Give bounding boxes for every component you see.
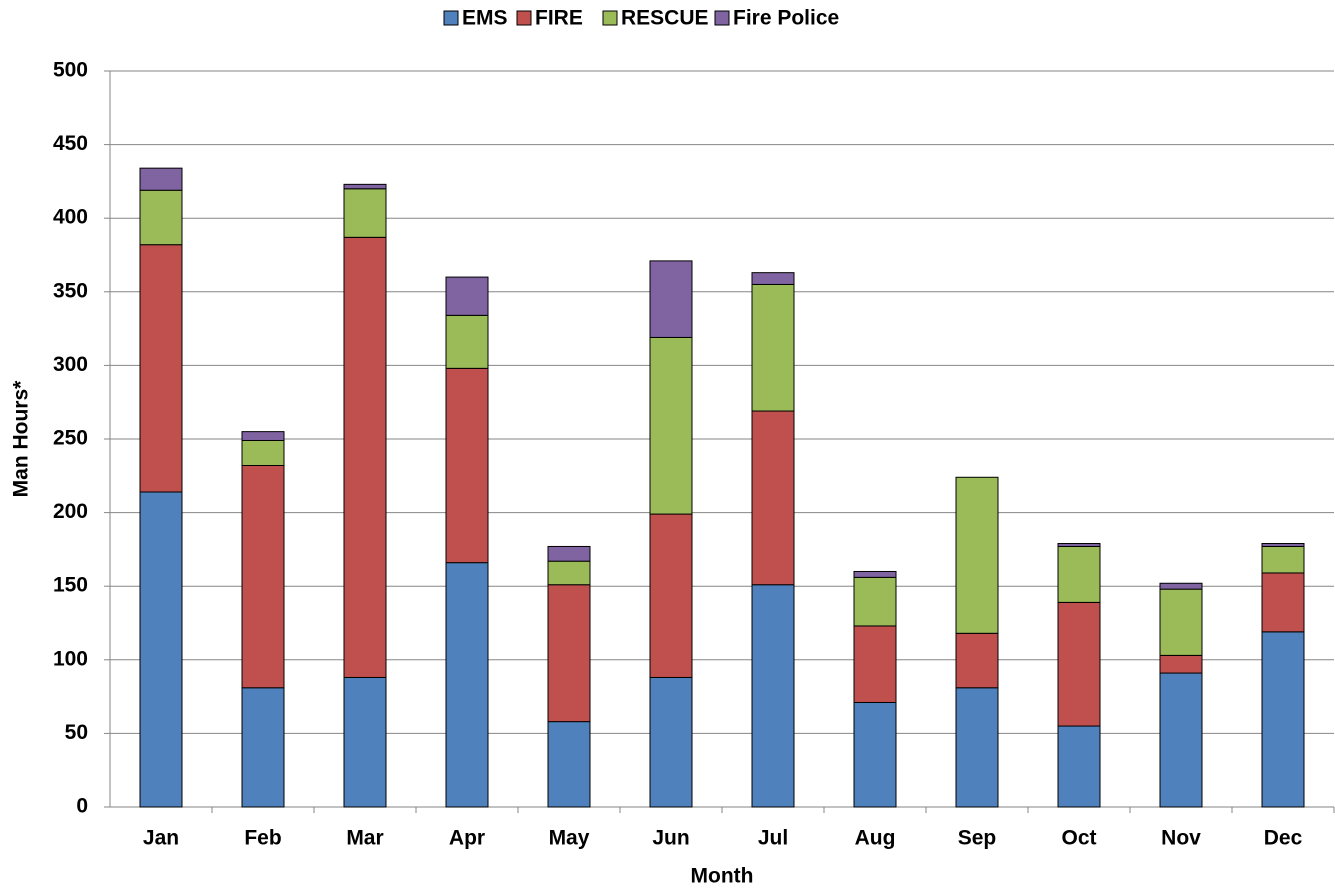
legend-label: RESCUE: [621, 7, 709, 30]
y-tick-label: 350: [53, 279, 88, 302]
bar-segment: [241, 431, 285, 441]
bar-segment: [445, 562, 489, 808]
y-tick-label: 500: [53, 59, 88, 82]
legend-swatch: [443, 10, 459, 26]
bar-segment: [343, 676, 387, 808]
x-tick-label: Oct: [1061, 827, 1096, 850]
bar-segment: [547, 584, 591, 723]
bar-segment: [343, 183, 387, 190]
bar-segment: [751, 283, 795, 412]
legend-label: FIRE: [535, 7, 583, 30]
y-tick-label: 250: [53, 427, 88, 450]
bar-segment: [1159, 672, 1203, 808]
bar-segment: [1261, 631, 1305, 808]
legend-swatch: [714, 10, 730, 26]
bar-segment: [751, 272, 795, 285]
bar-segment: [1057, 601, 1101, 727]
bar-segment: [139, 244, 183, 493]
y-tick-label: 300: [53, 353, 88, 376]
bar-segment: [1261, 572, 1305, 633]
bar-segment: [547, 545, 591, 562]
x-tick-label: Sep: [958, 827, 997, 850]
y-tick-label: 0: [76, 795, 88, 818]
x-tick-label: May: [549, 827, 590, 850]
bar-segment: [1159, 588, 1203, 656]
x-tick-label: Jun: [652, 827, 689, 850]
x-tick-label: Mar: [346, 827, 383, 850]
bar-segment: [751, 584, 795, 808]
bar-segment: [1159, 654, 1203, 674]
bar-segment: [241, 687, 285, 808]
y-axis-title: Man Hours*: [10, 380, 33, 498]
x-tick-label: Apr: [449, 827, 485, 850]
bar-segment: [955, 476, 999, 634]
legend-swatch: [602, 10, 618, 26]
bar-segment: [445, 314, 489, 369]
x-tick-label: Dec: [1264, 827, 1303, 850]
bar-segment: [547, 560, 591, 586]
legend-label: Fire Police: [733, 7, 839, 30]
x-tick-label: Jan: [143, 827, 179, 850]
bar-segment: [1057, 725, 1101, 808]
y-tick-label: 400: [53, 206, 88, 229]
bar-segment: [241, 439, 285, 466]
bar-segment: [139, 189, 183, 246]
x-tick-label: Nov: [1161, 827, 1201, 850]
bar-segment: [649, 336, 693, 515]
bar-segment: [139, 167, 183, 191]
bar-segment: [445, 367, 489, 564]
x-tick-label: Feb: [244, 827, 281, 850]
bar-segment: [241, 464, 285, 689]
bar-segment: [751, 410, 795, 586]
y-tick-label: 450: [53, 132, 88, 155]
y-tick-label: 150: [53, 574, 88, 597]
y-tick-label: 50: [65, 721, 88, 744]
y-tick-label: 100: [53, 647, 88, 670]
y-tick-label: 200: [53, 500, 88, 523]
bar-segment: [649, 513, 693, 678]
x-tick-label: Jul: [758, 827, 788, 850]
bar-segment: [955, 687, 999, 808]
x-tick-label: Aug: [855, 827, 896, 850]
legend-label: EMS: [462, 7, 508, 30]
bar-segment: [1261, 545, 1305, 574]
bar-segment: [649, 260, 693, 338]
bar-segment: [1261, 543, 1305, 547]
bar-segment: [649, 676, 693, 808]
bar-segment: [547, 721, 591, 808]
x-axis-title: Month: [691, 865, 754, 888]
bar-segment: [343, 188, 387, 238]
bar-segment: [853, 625, 897, 703]
bar-segment: [343, 236, 387, 678]
bar-segment: [139, 491, 183, 808]
bar-segment: [1057, 545, 1101, 603]
bar-segment: [853, 576, 897, 627]
bar-segment: [853, 570, 897, 578]
bar-segment: [445, 276, 489, 316]
legend-swatch: [516, 10, 532, 26]
bar-segment: [955, 632, 999, 689]
bar-segment: [853, 701, 897, 808]
bar-segment: [1159, 582, 1203, 590]
bar-segment: [1057, 543, 1101, 547]
